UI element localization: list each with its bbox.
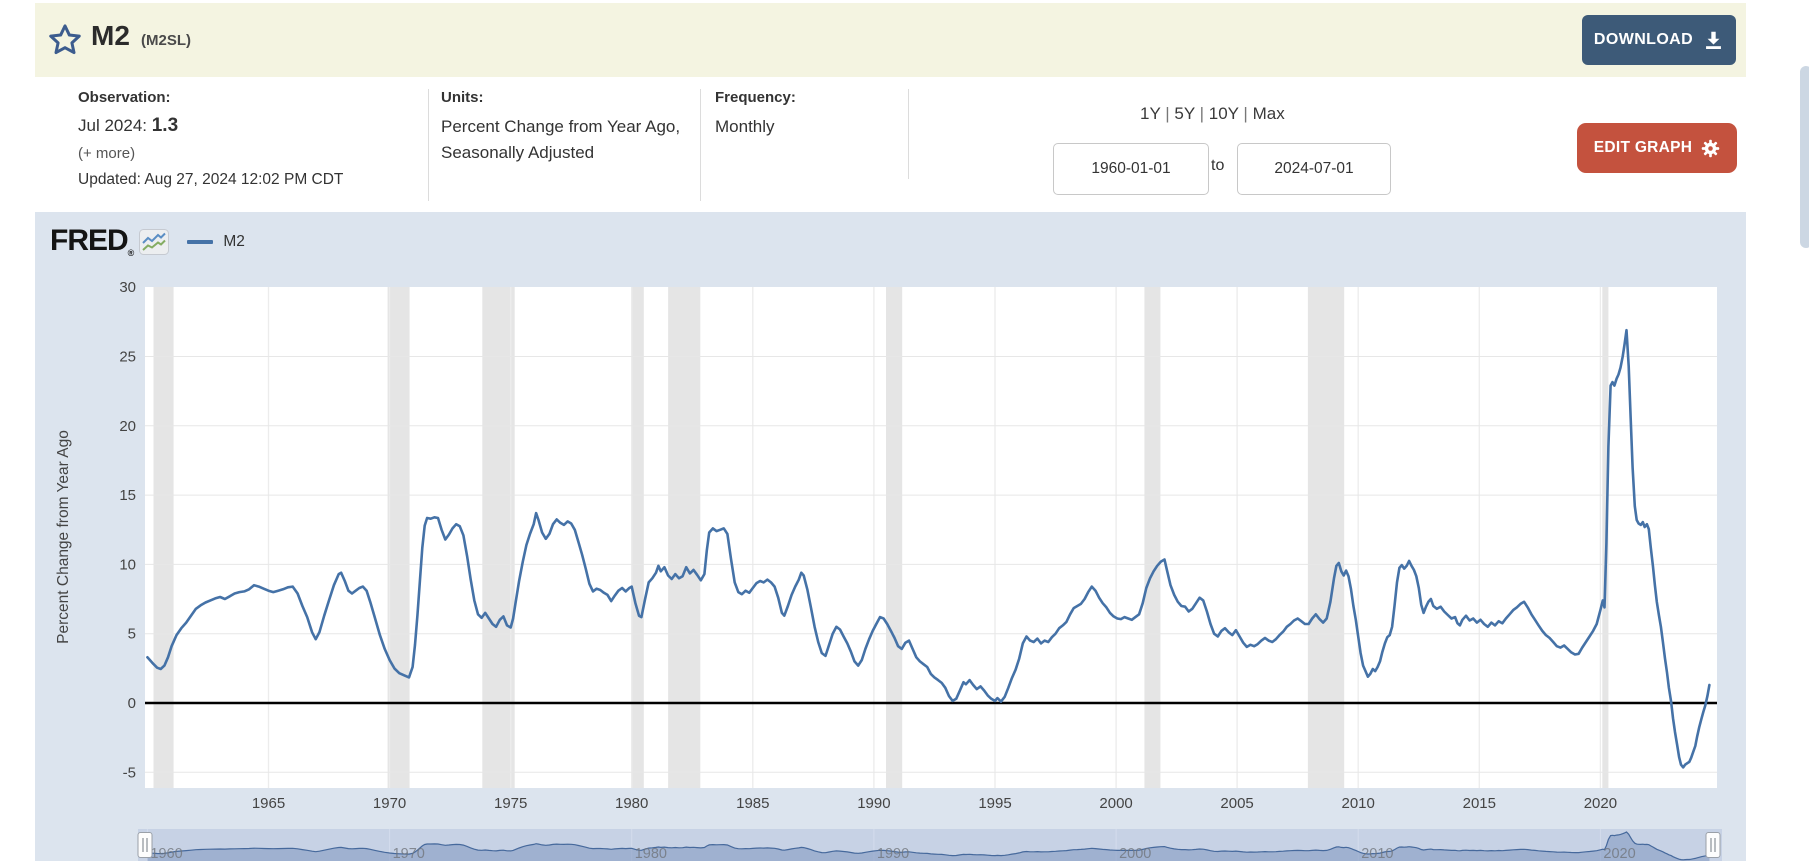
date-range-to-label: to [1211, 157, 1225, 174]
range-link-10y[interactable]: 10Y [1208, 104, 1239, 123]
info-row: Observation: Jul 2024: 1.3 (+ more) Upda… [35, 77, 1746, 212]
range-link-1y[interactable]: 1Y [1140, 104, 1161, 123]
chart-container [35, 212, 1746, 861]
download-icon [1703, 30, 1724, 51]
date-from-input[interactable] [1053, 143, 1209, 195]
gear-icon [1701, 139, 1720, 158]
observation-more-link[interactable]: (+ more) [78, 145, 136, 162]
observation-section: Observation: Jul 2024: 1.3 (+ more) Upda… [78, 89, 398, 189]
range-separator: | [1238, 104, 1253, 123]
series-header: M2 (M2SL) DOWNLOAD [35, 3, 1746, 77]
observation-label: Observation: [78, 89, 171, 106]
legend-series-label: M2 [223, 233, 245, 250]
registered-mark: ® [127, 248, 135, 258]
units-value-line2: Seasonally Adjusted [441, 143, 595, 162]
series-id: (M2SL) [141, 32, 191, 49]
edit-graph-button-label: EDIT GRAPH [1593, 139, 1693, 156]
range-separator: | [1160, 104, 1175, 123]
observation-value: 1.3 [151, 115, 179, 136]
frequency-value: Monthly [715, 117, 775, 136]
units-section: Units: Percent Change from Year Ago, Sea… [441, 89, 681, 166]
info-divider [908, 89, 909, 179]
scrollbar-thumb[interactable] [1800, 66, 1809, 248]
units-label: Units: [441, 89, 484, 106]
fred-logo: FRED® [50, 224, 135, 258]
date-to-input[interactable] [1237, 143, 1391, 195]
page-title: M2 [91, 20, 130, 51]
observation-date: Jul 2024: [78, 116, 147, 135]
range-link-max[interactable]: Max [1252, 104, 1285, 123]
observation-value-line: Jul 2024: 1.3 [78, 115, 398, 137]
edit-graph-button[interactable]: EDIT GRAPH [1577, 123, 1737, 173]
info-divider [700, 89, 701, 201]
fred-logo-chart-icon [139, 229, 170, 255]
frequency-section: Frequency: Monthly [715, 89, 895, 140]
info-divider [428, 89, 429, 201]
legend-line-swatch [187, 240, 214, 244]
units-value-line1: Percent Change from Year Ago, [441, 117, 681, 136]
download-button[interactable]: DOWNLOAD [1582, 15, 1736, 65]
download-button-label: DOWNLOAD [1593, 31, 1694, 48]
range-separator: | [1194, 104, 1209, 123]
range-links: 1Y | 5Y | 10Y | Max [1140, 104, 1285, 124]
frequency-label: Frequency: [715, 89, 796, 106]
observation-updated: Updated: Aug 27, 2024 12:02 PM CDT [78, 171, 344, 188]
range-link-5y[interactable]: 5Y [1174, 104, 1195, 123]
units-value: Percent Change from Year Ago, Seasonally… [441, 114, 681, 166]
favorite-star-icon[interactable] [47, 22, 83, 58]
chart-brand-row: FRED® M2 [50, 224, 245, 260]
